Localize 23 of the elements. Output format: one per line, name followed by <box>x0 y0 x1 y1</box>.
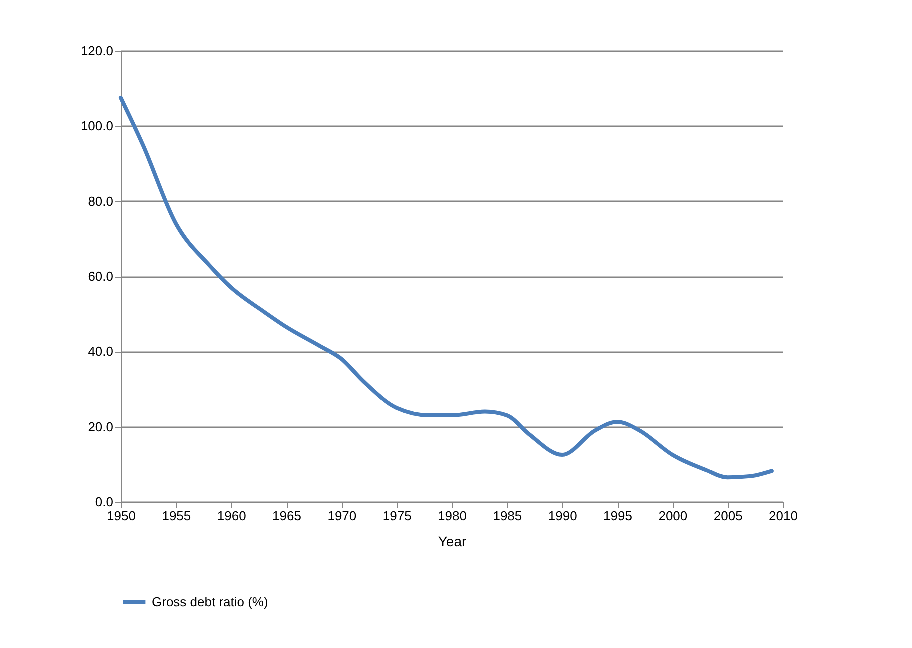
x-tick-label: 1960 <box>217 508 246 524</box>
x-tick-label: 1955 <box>162 508 192 524</box>
legend-label: Gross debt ratio (%) <box>152 594 268 610</box>
y-tick-label: 100.0 <box>80 118 114 134</box>
y-tick-label: 0.0 <box>95 494 114 510</box>
x-tick-label: 2005 <box>714 508 743 524</box>
line-series <box>119 96 774 480</box>
x-tick-label: 1965 <box>272 508 302 524</box>
x-axis-title: Year <box>438 534 467 550</box>
y-tick-label: 40.0 <box>88 344 114 360</box>
x-tick-label: 1975 <box>382 508 412 524</box>
x-tick-label: 1950 <box>107 508 136 524</box>
x-tick-label: 1990 <box>548 508 578 524</box>
y-tick-label: 120.0 <box>80 44 114 58</box>
x-tick-label: 1995 <box>604 508 632 524</box>
y-tick-label: 60.0 <box>88 269 114 284</box>
x-tick-label: 2000 <box>658 508 688 524</box>
y-tick-label: 80.0 <box>88 194 114 209</box>
x-tick-label: 1970 <box>328 508 357 524</box>
x-tick-label: 1980 <box>438 508 467 524</box>
y-tick-label: 20.0 <box>88 419 114 434</box>
x-tick-label: 2010 <box>769 508 798 524</box>
x-tick-label: 1985 <box>493 508 522 524</box>
